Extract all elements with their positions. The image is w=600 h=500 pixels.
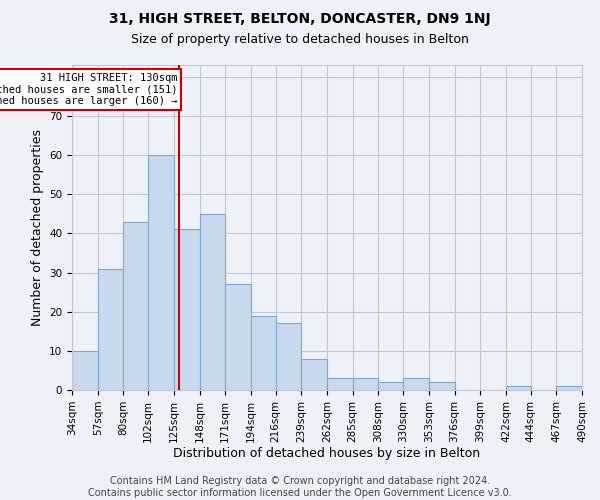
Bar — [327, 378, 353, 390]
Bar — [199, 214, 225, 390]
Bar — [72, 351, 98, 390]
Bar — [225, 284, 251, 390]
Bar — [251, 316, 275, 390]
Bar — [556, 386, 582, 390]
Bar — [403, 378, 429, 390]
Bar — [174, 230, 199, 390]
Text: 31 HIGH STREET: 130sqm
← 48% of detached houses are smaller (151)
51% of semi-de: 31 HIGH STREET: 130sqm ← 48% of detached… — [0, 73, 177, 106]
Text: Size of property relative to detached houses in Belton: Size of property relative to detached ho… — [131, 32, 469, 46]
Bar — [379, 382, 403, 390]
Bar — [275, 324, 301, 390]
Y-axis label: Number of detached properties: Number of detached properties — [31, 129, 44, 326]
Bar — [301, 358, 327, 390]
Bar — [429, 382, 455, 390]
X-axis label: Distribution of detached houses by size in Belton: Distribution of detached houses by size … — [173, 448, 481, 460]
Text: 31, HIGH STREET, BELTON, DONCASTER, DN9 1NJ: 31, HIGH STREET, BELTON, DONCASTER, DN9 … — [109, 12, 491, 26]
Text: Contains HM Land Registry data © Crown copyright and database right 2024.
Contai: Contains HM Land Registry data © Crown c… — [88, 476, 512, 498]
Bar — [506, 386, 530, 390]
Bar — [148, 155, 174, 390]
Bar — [98, 268, 124, 390]
Bar — [124, 222, 148, 390]
Bar — [353, 378, 379, 390]
